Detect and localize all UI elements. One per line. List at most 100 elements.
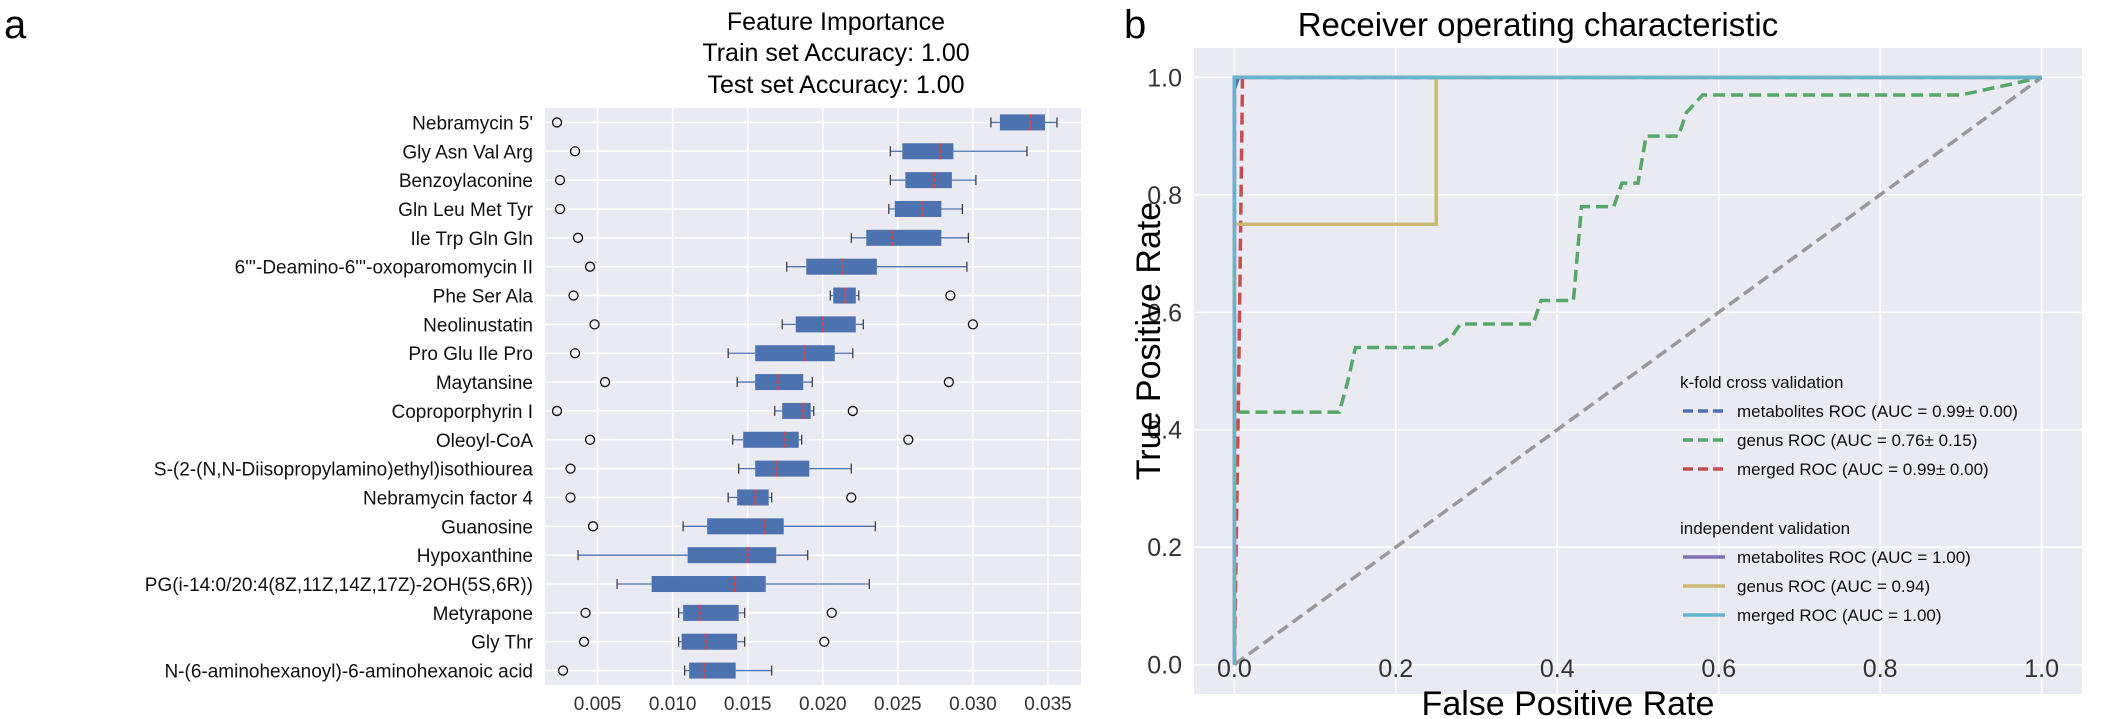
feature-label: 6'''-Deamino-6'''-oxoparomomycin II bbox=[235, 258, 533, 279]
feature-label: Nebramycin 5' bbox=[412, 113, 533, 134]
x-tick-label: 0.010 bbox=[649, 694, 697, 715]
outlier-point bbox=[945, 290, 956, 301]
outlier-point bbox=[554, 203, 566, 215]
outlier-point bbox=[569, 146, 581, 157]
roc-x-tick-label: 0.2 bbox=[1378, 655, 1413, 683]
outlier-point bbox=[565, 463, 576, 474]
roc-title: Receiver operating characteristic bbox=[1298, 6, 1779, 43]
box bbox=[743, 431, 799, 448]
panel-label-a: a bbox=[4, 3, 27, 47]
outlier-point bbox=[551, 117, 563, 128]
feature-label: Maytansine bbox=[436, 373, 533, 394]
roc-y-tick-label: 0.6 bbox=[1147, 299, 1182, 327]
box bbox=[755, 460, 810, 477]
outlier-point bbox=[599, 376, 611, 388]
x-tick-label: 0.020 bbox=[799, 694, 847, 715]
chart-title-line-3: Test set Accuracy: 1.00 bbox=[707, 71, 964, 99]
outlier-point bbox=[846, 492, 857, 503]
box bbox=[999, 114, 1045, 131]
legend-label: metabolites ROC (AUC = 0.99± 0.00) bbox=[1737, 402, 2018, 421]
roc-y-tick-label: 0.2 bbox=[1147, 534, 1182, 562]
x-tick-label: 0.035 bbox=[1024, 694, 1072, 715]
roc-series-line bbox=[1232, 75, 2042, 665]
outlier-point bbox=[587, 521, 599, 532]
feature-label: Ile Trp Gln Gln bbox=[411, 229, 534, 250]
roc-tick-labels: 0.0 0.0 0.2 0.2 0.4 0.4 0.6 0.6 0.8 0.8 1.0 1.0 bbox=[1147, 64, 2059, 683]
roc-x-tick-label: 0.0 bbox=[1217, 655, 1252, 683]
legend-group-header: k-fold cross validation bbox=[1680, 373, 1843, 392]
outlier-point bbox=[903, 434, 914, 445]
box bbox=[866, 229, 942, 246]
box bbox=[782, 402, 811, 419]
outlier-point bbox=[557, 665, 569, 676]
x-tick-label: 0.030 bbox=[949, 694, 997, 715]
roc-y-tick-label: 0.0 bbox=[1147, 652, 1182, 680]
box bbox=[795, 316, 856, 333]
outlier-point bbox=[580, 607, 591, 619]
outlier-point bbox=[565, 492, 576, 503]
feature-label: Coproporphyrin I bbox=[391, 402, 533, 423]
feature-label: Nebramycin factor 4 bbox=[363, 488, 533, 509]
outlier-point bbox=[847, 405, 858, 417]
box bbox=[681, 633, 738, 650]
roc-x-tick-label: 0.4 bbox=[1540, 655, 1575, 683]
feature-label: Benzoylaconine bbox=[399, 171, 533, 192]
roc-series bbox=[1232, 75, 2043, 667]
feature-label: Phe Ser Ala bbox=[433, 287, 534, 308]
outlier-point bbox=[967, 319, 979, 330]
feature-label: Neolinustatin bbox=[423, 315, 533, 336]
legend-label: merged ROC (AUC = 0.99± 0.00) bbox=[1737, 460, 1989, 479]
roc-series-line bbox=[1232, 75, 2042, 665]
outlier-point bbox=[578, 636, 590, 647]
outlier-point bbox=[568, 290, 579, 301]
box-plot-area bbox=[545, 108, 1081, 685]
outlier-point bbox=[584, 434, 596, 445]
outlier-point bbox=[584, 261, 596, 272]
legend-label: genus ROC (AUC = 0.94) bbox=[1737, 577, 1930, 596]
roc-chart: Receiver operating characteristic 0.0 0.0… bbox=[1130, 6, 2082, 719]
feature-label: Gly Thr bbox=[471, 633, 534, 654]
feature-label: PG(i-14:0/20:4(8Z,11Z,14Z,17Z)-2OH(5S,6R… bbox=[145, 575, 533, 596]
outlier-point bbox=[569, 348, 581, 359]
feature-label: Pro Glu Ile Pro bbox=[408, 344, 533, 365]
feature-label: Oleoyl-CoA bbox=[436, 431, 533, 452]
roc-x-tick-label: 0.6 bbox=[1701, 655, 1736, 683]
outlier-point bbox=[943, 376, 955, 388]
chart-title-line-1: Feature Importance bbox=[727, 8, 945, 36]
roc-legend: k-fold cross validation metabolites ROC (… bbox=[1680, 373, 2018, 625]
roc-x-tick-label: 1.0 bbox=[2024, 655, 2059, 683]
roc-y-tick-label: 0.8 bbox=[1147, 182, 1182, 210]
feature-labels: Nebramycin 5' Gly Asn Val Arg Benzoylaconi… bbox=[145, 113, 534, 682]
chart-title-line-2: Train set Accuracy: 1.00 bbox=[702, 39, 969, 67]
box bbox=[651, 576, 766, 593]
box bbox=[687, 547, 777, 564]
roc-xlabel: False Positive Rate bbox=[1422, 685, 1715, 719]
feature-label: Hypoxanthine bbox=[417, 546, 533, 567]
feature-label: N-(6-aminohexanoyl)-6-aminohexanoic acid bbox=[164, 662, 533, 683]
box bbox=[707, 518, 784, 535]
outlier-point bbox=[589, 319, 600, 330]
roc-y-tick-label: 0.4 bbox=[1147, 417, 1182, 445]
box bbox=[755, 345, 835, 362]
outlier-point bbox=[551, 405, 563, 417]
roc-series-line bbox=[1232, 75, 2042, 665]
box bbox=[894, 200, 942, 217]
feature-label: Metyrapone bbox=[433, 604, 533, 625]
box bbox=[737, 489, 769, 506]
outlier-point bbox=[819, 636, 830, 647]
roc-ylabel: True Positive Rate bbox=[1130, 202, 1168, 480]
box-plot-marks bbox=[551, 114, 1058, 679]
legend-group-header: independent validation bbox=[1680, 519, 1850, 538]
box bbox=[755, 374, 804, 391]
x-tick-label: 0.025 bbox=[874, 694, 922, 715]
x-tick-labels: 0.005 0.010 0.015 0.020 0.025 0.030 0.035 bbox=[574, 694, 1072, 715]
feature-label: Gln Leu Met Tyr bbox=[398, 200, 533, 221]
outlier-point bbox=[826, 607, 837, 619]
roc-y-tick-label: 1.0 bbox=[1147, 64, 1182, 92]
box bbox=[905, 172, 952, 189]
legend-label: merged ROC (AUC = 1.00) bbox=[1737, 606, 1942, 625]
feature-label: Guanosine bbox=[441, 517, 533, 538]
outlier-point bbox=[572, 232, 584, 243]
roc-series-line bbox=[1233, 75, 2043, 667]
